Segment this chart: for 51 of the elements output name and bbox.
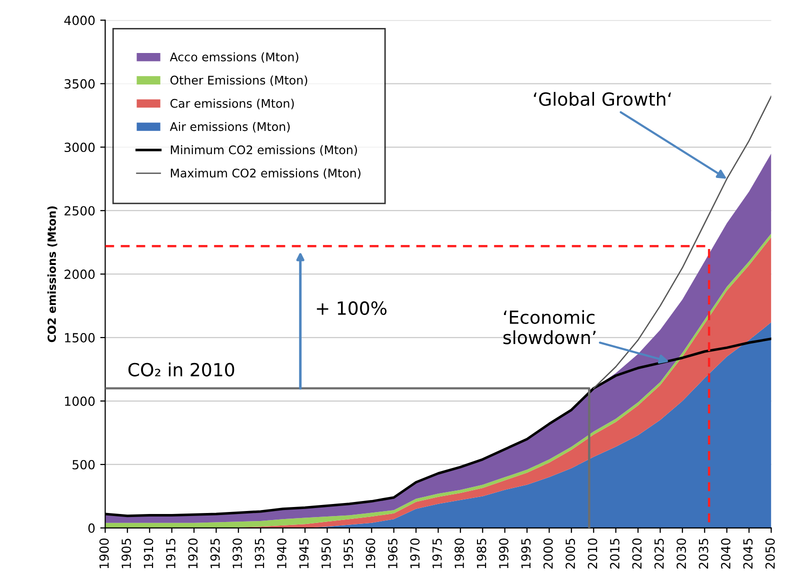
annotation: ‘Global Growth‘ [534,92,671,106]
y-tick-label: 4000 [64,16,95,26]
annotation: CO₂ in 2010 [128,362,234,376]
legend-label: Other Emissions (Mton) [170,75,308,86]
x-tick-label: 1960 [366,538,376,568]
x-tick-label: 1940 [276,538,286,568]
x-tick-label: 2010 [588,538,598,569]
x-tick-label: 2045 [743,538,753,569]
x-tick-label: 1910 [144,538,154,568]
x-tick-label: 1975 [432,538,442,568]
x-tick-label: 2035 [698,538,708,569]
x-tick-label: 1930 [232,538,242,568]
x-tick-label: 2005 [566,538,576,569]
annotation: + 100% [316,301,386,315]
x-tick-label: 1950 [321,538,331,568]
x-tick-label: 1920 [188,538,198,568]
x-tick-label: 1900 [99,538,109,568]
x-tick-label: 1935 [254,538,264,568]
y-tick-label: 0 [88,523,95,533]
y-tick-label: 1000 [65,396,95,406]
x-tick-label: 2040 [720,538,730,569]
x-tick-label: 1905 [122,538,132,568]
legend-label: Minimum CO2 emissions (Mton) [170,145,357,156]
x-tick-label: 2000 [543,538,553,569]
x-tick-label: 1995 [521,538,531,568]
y-tick-label: 500 [72,460,95,470]
x-tick-label: 2050 [765,538,775,569]
x-tick-label: 1980 [454,538,464,568]
legend-label: Maximum CO2 emissions (Mton) [170,168,360,179]
y-tick-label: 3500 [64,79,95,89]
legend-label: Car emissions (Mton) [170,98,294,110]
y-axis-title: CO2 emissions (Mton) [47,206,58,342]
y-tick-label: 3000 [64,142,95,152]
x-tick-label: 1970 [410,538,420,568]
x-tick-label: 1965 [388,538,398,568]
y-tick-label: 2000 [64,270,95,279]
x-tick-label: 1915 [166,538,176,568]
x-tick-label: 1985 [476,538,486,568]
y-tick-label: 2500 [64,206,95,216]
legend-label: Acco emssions (Mton) [170,52,298,63]
annotation: ‘Economic slowdown’ [503,310,596,344]
legend-label: Air emissions (Mton) [170,122,290,132]
x-tick-label: 1955 [344,538,354,568]
y-tick-label: 1500 [65,333,95,342]
x-tick-label: 2030 [676,538,686,569]
x-tick-label: 1945 [299,538,309,568]
x-tick-label: 2015 [610,538,620,569]
x-tick-label: 1990 [498,538,508,568]
x-tick-label: 2020 [632,538,642,569]
x-tick-label: 2025 [654,538,664,569]
x-tick-label: 1925 [210,538,220,568]
